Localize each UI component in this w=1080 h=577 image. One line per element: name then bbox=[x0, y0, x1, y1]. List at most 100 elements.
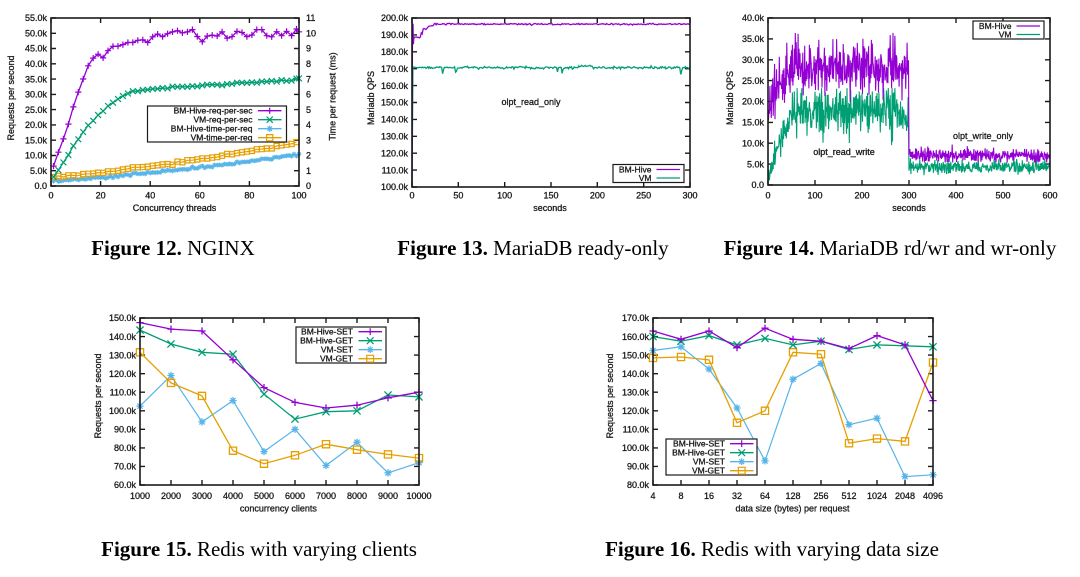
svg-text:130.0k: 130.0k bbox=[381, 132, 409, 142]
svg-text:1: 1 bbox=[306, 166, 311, 176]
svg-text:5000: 5000 bbox=[254, 491, 274, 501]
svg-text:90.0k: 90.0k bbox=[114, 425, 137, 435]
svg-text:150: 150 bbox=[543, 191, 558, 201]
svg-text:VM: VM bbox=[999, 29, 1012, 39]
svg-text:BM-Hive-SET: BM-Hive-SET bbox=[301, 327, 353, 337]
svg-text:200: 200 bbox=[590, 191, 605, 201]
svg-text:BM-Hive-GET: BM-Hive-GET bbox=[300, 336, 353, 346]
svg-text:20.0k: 20.0k bbox=[25, 120, 48, 130]
svg-text:50: 50 bbox=[453, 191, 463, 201]
svg-text:140.0k: 140.0k bbox=[109, 332, 137, 342]
svg-text:45.0k: 45.0k bbox=[25, 44, 48, 54]
svg-text:110.0k: 110.0k bbox=[623, 425, 650, 435]
svg-text:BM-Hive: BM-Hive bbox=[619, 164, 652, 174]
svg-text:190.0k: 190.0k bbox=[381, 30, 409, 40]
svg-text:150.0k: 150.0k bbox=[381, 98, 409, 108]
svg-text:110.0k: 110.0k bbox=[382, 165, 409, 175]
svg-text:130.0k: 130.0k bbox=[622, 387, 650, 397]
svg-text:20.0k: 20.0k bbox=[742, 97, 765, 107]
svg-text:110.0k: 110.0k bbox=[110, 387, 137, 397]
svg-text:150.0k: 150.0k bbox=[109, 313, 137, 323]
svg-text:7000: 7000 bbox=[316, 491, 336, 501]
svg-text:6000: 6000 bbox=[285, 491, 305, 501]
svg-text:8000: 8000 bbox=[347, 491, 367, 501]
svg-text:32: 32 bbox=[732, 491, 742, 501]
svg-text:35.0k: 35.0k bbox=[742, 34, 765, 44]
svg-text:50.0k: 50.0k bbox=[25, 28, 48, 38]
svg-text:BM-Hive-SET: BM-Hive-SET bbox=[673, 439, 725, 449]
svg-text:Requests per second: Requests per second bbox=[605, 353, 615, 438]
svg-text:VM-SET: VM-SET bbox=[321, 345, 353, 355]
svg-text:Mariadb QPS: Mariadb QPS bbox=[366, 71, 376, 125]
svg-text:VM-GET: VM-GET bbox=[692, 466, 725, 476]
svg-text:30.0k: 30.0k bbox=[25, 90, 48, 100]
svg-text:60: 60 bbox=[195, 191, 205, 201]
svg-text:0: 0 bbox=[48, 191, 53, 201]
svg-text:2048: 2048 bbox=[895, 491, 915, 501]
svg-text:2: 2 bbox=[306, 151, 311, 161]
svg-text:170.0k: 170.0k bbox=[381, 64, 409, 74]
svg-text:250: 250 bbox=[636, 191, 651, 201]
svg-text:4096: 4096 bbox=[923, 491, 943, 501]
svg-text:30.0k: 30.0k bbox=[742, 55, 765, 65]
svg-text:0.0: 0.0 bbox=[751, 180, 764, 190]
svg-text:9000: 9000 bbox=[378, 491, 398, 501]
svg-text:40: 40 bbox=[145, 191, 155, 201]
svg-text:7: 7 bbox=[306, 74, 311, 84]
svg-text:olpt_read_only: olpt_read_only bbox=[501, 97, 561, 107]
svg-text:5.0k: 5.0k bbox=[747, 159, 765, 169]
svg-text:seconds: seconds bbox=[533, 203, 567, 213]
svg-text:0.0: 0.0 bbox=[34, 181, 47, 191]
svg-text:Requests per second: Requests per second bbox=[6, 55, 16, 140]
svg-text:55.0k: 55.0k bbox=[25, 13, 48, 23]
svg-text:0: 0 bbox=[765, 191, 770, 201]
svg-text:70.0k: 70.0k bbox=[114, 462, 137, 472]
svg-text:170.0k: 170.0k bbox=[622, 313, 650, 323]
svg-text:128: 128 bbox=[785, 491, 800, 501]
svg-text:5: 5 bbox=[306, 105, 311, 115]
svg-text:olpt_write_only: olpt_write_only bbox=[953, 131, 1014, 141]
svg-text:256: 256 bbox=[813, 491, 828, 501]
svg-text:100: 100 bbox=[497, 191, 512, 201]
svg-text:Figure 15. Redis with varying: Figure 15. Redis with varying clients bbox=[101, 537, 417, 561]
svg-text:300: 300 bbox=[682, 191, 697, 201]
svg-text:VM-req-per-sec: VM-req-per-sec bbox=[193, 115, 253, 125]
svg-text:BM-Hive-GET: BM-Hive-GET bbox=[672, 448, 725, 458]
svg-text:512: 512 bbox=[841, 491, 856, 501]
svg-text:200.0k: 200.0k bbox=[381, 13, 409, 23]
svg-text:0: 0 bbox=[409, 191, 414, 201]
svg-text:90.0k: 90.0k bbox=[627, 462, 650, 472]
svg-text:9: 9 bbox=[306, 44, 311, 54]
svg-text:Time per request (ms): Time per request (ms) bbox=[328, 52, 338, 140]
svg-text:10.0k: 10.0k bbox=[742, 138, 765, 148]
svg-text:60.0k: 60.0k bbox=[114, 480, 137, 490]
svg-text:0: 0 bbox=[306, 181, 311, 191]
svg-text:130.0k: 130.0k bbox=[109, 350, 137, 360]
svg-text:10000: 10000 bbox=[406, 491, 431, 501]
svg-text:400: 400 bbox=[948, 191, 963, 201]
svg-text:10.0k: 10.0k bbox=[25, 151, 48, 161]
svg-text:500: 500 bbox=[995, 191, 1010, 201]
svg-text:VM: VM bbox=[639, 173, 652, 183]
svg-text:100.0k: 100.0k bbox=[381, 182, 409, 192]
svg-text:BM-Hive-time-per-req: BM-Hive-time-per-req bbox=[171, 124, 253, 134]
svg-text:160.0k: 160.0k bbox=[381, 81, 409, 91]
svg-text:VM-GET: VM-GET bbox=[320, 354, 353, 364]
svg-text:120.0k: 120.0k bbox=[381, 148, 409, 158]
svg-text:Figure 16. Redis with varying: Figure 16. Redis with varying data size bbox=[605, 537, 939, 561]
svg-text:olpt_read_write: olpt_read_write bbox=[813, 147, 875, 157]
svg-text:100.0k: 100.0k bbox=[622, 443, 650, 453]
svg-text:200: 200 bbox=[854, 191, 869, 201]
svg-text:data size (bytes) per request: data size (bytes) per request bbox=[735, 503, 850, 513]
svg-text:VM-time-per-req: VM-time-per-req bbox=[191, 133, 253, 143]
svg-text:8: 8 bbox=[678, 491, 683, 501]
svg-text:15.0k: 15.0k bbox=[25, 135, 48, 145]
svg-text:15.0k: 15.0k bbox=[742, 118, 765, 128]
svg-text:Concurrency threads: Concurrency threads bbox=[133, 203, 217, 213]
svg-text:11: 11 bbox=[306, 13, 315, 23]
svg-text:Figure 13. MariaDB ready-only: Figure 13. MariaDB ready-only bbox=[397, 236, 669, 260]
svg-text:BM-Hive-req-per-sec: BM-Hive-req-per-sec bbox=[174, 106, 254, 116]
svg-text:4000: 4000 bbox=[223, 491, 243, 501]
svg-text:2000: 2000 bbox=[161, 491, 181, 501]
svg-text:40.0k: 40.0k bbox=[742, 13, 765, 23]
